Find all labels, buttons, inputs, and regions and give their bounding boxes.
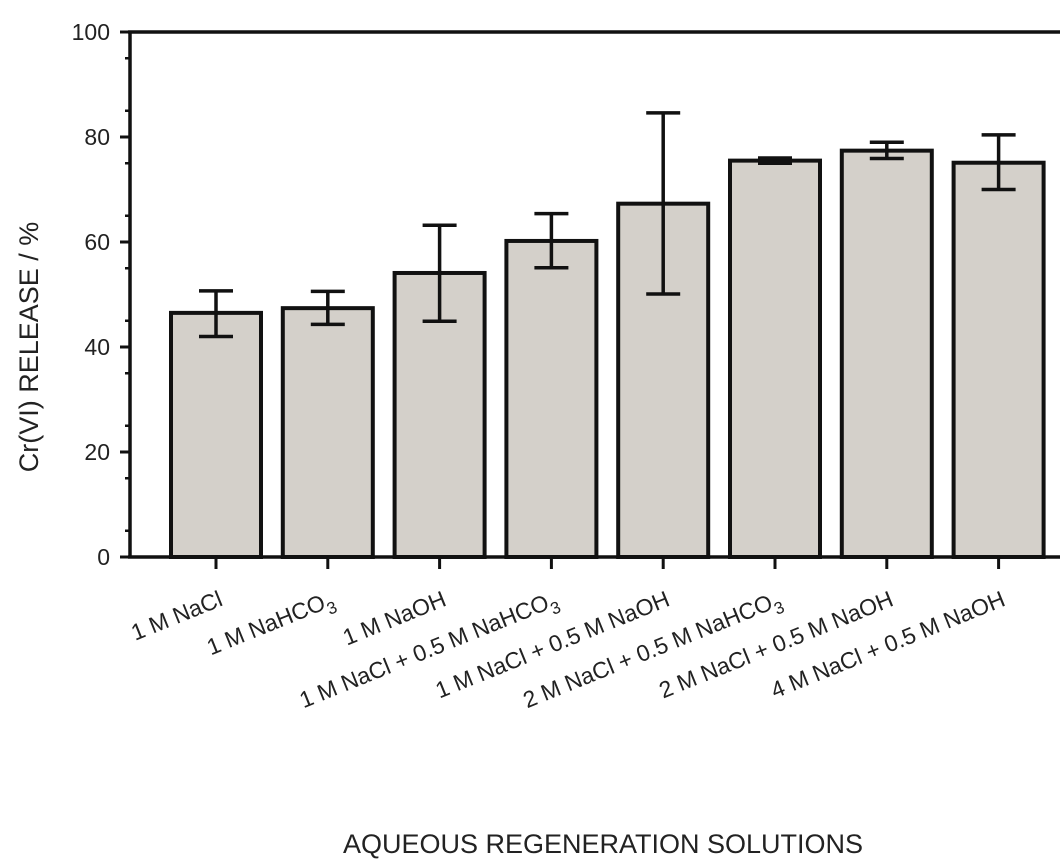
y-tick-label: 0 [97, 544, 110, 570]
y-tick-label: 20 [84, 439, 110, 465]
x-axis-label: AQUEOUS REGENERATION SOLUTIONS [343, 829, 863, 859]
bar [951, 160, 1046, 559]
y-axis-ticks: 0 20 40 60 80 100 [72, 19, 130, 570]
bar [839, 148, 934, 559]
x-tick-label: 1 M NaHCO3 [203, 586, 340, 666]
bar [504, 238, 599, 559]
y-tick-label: 40 [84, 334, 110, 360]
y-tick-label: 60 [84, 229, 110, 255]
bar [280, 306, 375, 559]
bars-group [169, 148, 1046, 560]
y-tick-label: 80 [84, 124, 110, 150]
y-axis-label: Cr(VI) RELEASE / % [14, 222, 44, 473]
error-bars-group [199, 111, 1016, 339]
y-tick-label: 100 [72, 19, 110, 45]
bar [169, 310, 263, 559]
bar [728, 158, 822, 559]
